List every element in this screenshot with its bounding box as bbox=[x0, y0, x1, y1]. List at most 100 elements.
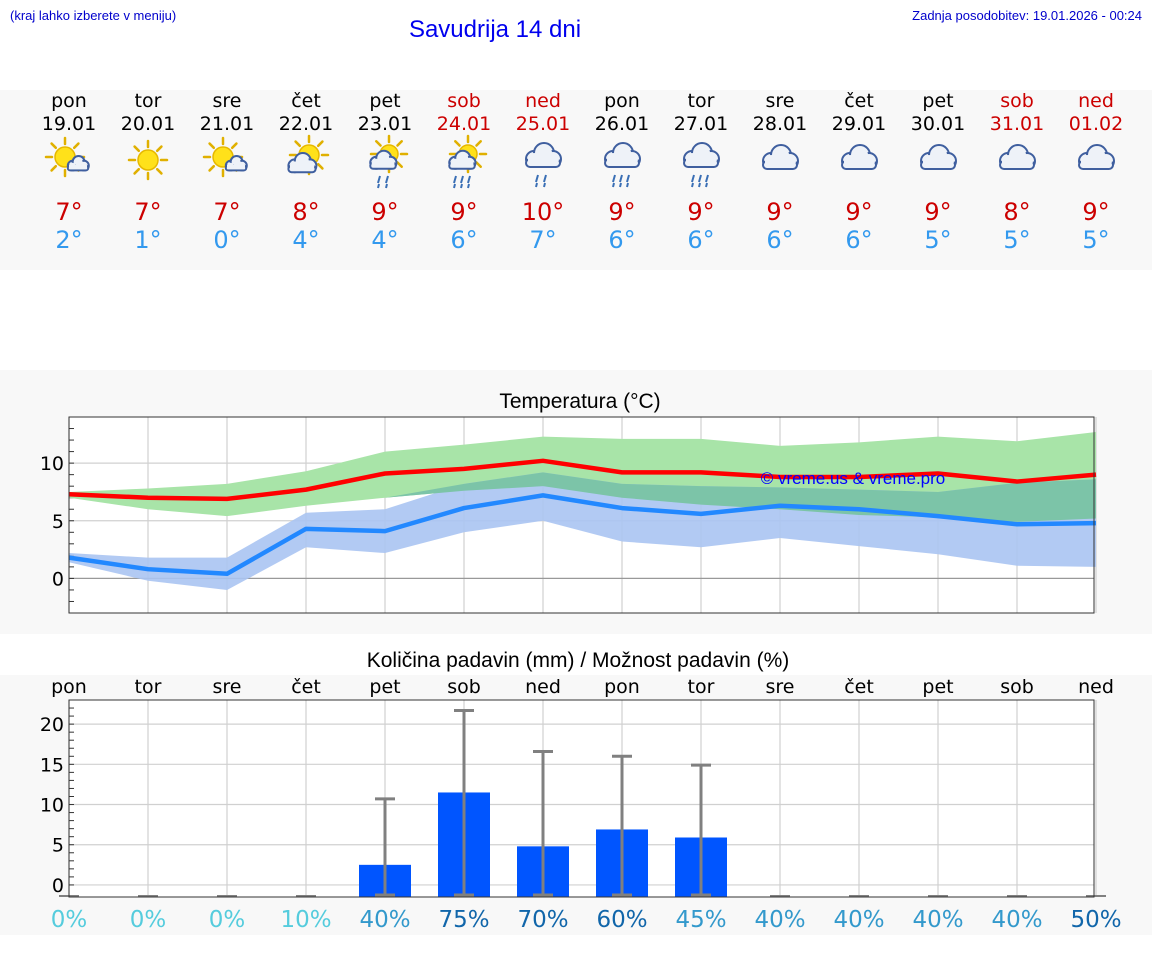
plot-area bbox=[69, 700, 1094, 897]
x-tick-label: tor bbox=[135, 676, 162, 698]
max-temp: 9° bbox=[924, 198, 951, 226]
rain-drop bbox=[619, 174, 623, 183]
cloud-shape bbox=[920, 144, 957, 170]
precip-probability: 40% bbox=[754, 907, 805, 933]
cloud-fill bbox=[74, 158, 83, 166]
day-date: 31.01 bbox=[990, 113, 1044, 135]
day-date: 20.01 bbox=[121, 113, 175, 135]
cloud-fill bbox=[1081, 160, 1111, 167]
sun-ray bbox=[316, 140, 324, 148]
day-date: 28.01 bbox=[753, 113, 807, 135]
x-tick-label: čet bbox=[844, 676, 874, 698]
precip-probability: 60% bbox=[596, 907, 647, 933]
min-temp-line bbox=[68, 493, 1097, 577]
min-temp: 4° bbox=[292, 226, 319, 254]
day-name: pon bbox=[604, 90, 640, 112]
cloud-shape bbox=[604, 142, 641, 168]
rain-drop bbox=[626, 174, 630, 183]
min-temp: 5° bbox=[924, 226, 951, 254]
y-tick-label: 0 bbox=[52, 568, 64, 590]
precip-probability: 40% bbox=[912, 907, 963, 933]
heavy-rain-cloud-icon bbox=[683, 142, 720, 188]
cloud-fill bbox=[378, 152, 390, 164]
precip-probability: 0% bbox=[130, 907, 167, 933]
x-tick-label: sob bbox=[447, 676, 481, 698]
cloud-fill bbox=[607, 158, 637, 165]
cloud-fill bbox=[371, 162, 395, 168]
max-temp: 9° bbox=[1082, 198, 1109, 226]
day-date: 22.01 bbox=[279, 113, 333, 135]
rain-drop bbox=[705, 174, 709, 183]
sun-big-cloud-icon bbox=[287, 134, 330, 176]
precip-probability: 0% bbox=[209, 907, 246, 933]
x-tick-label: pon bbox=[51, 676, 87, 698]
sun-ray bbox=[50, 142, 58, 150]
sun-heavy-rain-icon bbox=[448, 134, 488, 189]
day-date: 26.01 bbox=[595, 113, 649, 135]
y-tick-label: 10 bbox=[40, 453, 64, 475]
chart-title: Količina padavin (mm) / Možnost padavin … bbox=[367, 649, 790, 672]
min-temp: 5° bbox=[1082, 226, 1109, 254]
sun-ray bbox=[316, 162, 324, 170]
x-tick-label: sre bbox=[213, 676, 242, 698]
day-name: čet bbox=[844, 90, 874, 112]
sun-ray bbox=[475, 161, 482, 168]
cloud-shape bbox=[448, 149, 477, 170]
max-temp: 8° bbox=[1003, 198, 1030, 226]
sun-ray bbox=[133, 167, 141, 175]
day-name: sre bbox=[213, 90, 242, 112]
cloud-shape bbox=[224, 155, 248, 172]
page-title: Savudrija 14 dni bbox=[408, 16, 582, 43]
rain-drop bbox=[377, 175, 381, 184]
cloud-shape bbox=[841, 144, 878, 170]
day-date: 21.01 bbox=[200, 113, 254, 135]
max-temp: 9° bbox=[450, 198, 477, 226]
rain-drop bbox=[705, 182, 708, 188]
rain-drop bbox=[626, 182, 629, 188]
cloud-fill bbox=[528, 158, 558, 165]
cloud-icon bbox=[1078, 144, 1115, 170]
day-date: 23.01 bbox=[358, 113, 412, 135]
day-date: 25.01 bbox=[516, 113, 570, 135]
day-date: 29.01 bbox=[832, 113, 886, 135]
cloud-shape bbox=[999, 144, 1036, 170]
sun-ray bbox=[454, 140, 461, 147]
min-temp: 2° bbox=[55, 226, 82, 254]
precip-probability: 40% bbox=[991, 907, 1042, 933]
sun-icon bbox=[127, 139, 169, 181]
sun-ray bbox=[50, 164, 58, 172]
rain-drop bbox=[543, 174, 547, 183]
cloud-shape bbox=[1078, 144, 1115, 170]
rain-drop bbox=[619, 182, 622, 188]
cloud-fill bbox=[1002, 160, 1032, 167]
cloud-fill bbox=[227, 165, 245, 170]
cloud-fill bbox=[686, 158, 716, 165]
day-date: 30.01 bbox=[911, 113, 965, 135]
y-tick-label: 5 bbox=[52, 835, 64, 857]
cloud-shape bbox=[287, 152, 318, 174]
location-menu-hint: (kraj lahko izberete v meniju) bbox=[10, 8, 177, 23]
precip-probability: 70% bbox=[517, 907, 568, 933]
last-updated: Zadnja posodobitev: 19.01.2026 - 00:24 bbox=[912, 8, 1142, 23]
sun-ray bbox=[396, 161, 403, 168]
min-temp: 0° bbox=[213, 226, 240, 254]
rain-drop bbox=[691, 174, 695, 183]
cloud-icon bbox=[920, 144, 957, 170]
rain-drop bbox=[691, 182, 694, 188]
min-temp: 6° bbox=[608, 226, 635, 254]
watermark: © vreme.us & vreme.pro bbox=[761, 469, 945, 488]
max-temp: 9° bbox=[608, 198, 635, 226]
min-temp: 1° bbox=[134, 226, 161, 254]
rain-drop bbox=[453, 175, 457, 184]
cloud-fill bbox=[923, 160, 953, 167]
cloud-shape bbox=[66, 155, 90, 172]
x-tick-label: tor bbox=[688, 676, 715, 698]
rain-drop bbox=[467, 183, 470, 189]
min-temp: 6° bbox=[687, 226, 714, 254]
cloud-icon bbox=[762, 144, 799, 170]
max-temp: 7° bbox=[134, 198, 161, 226]
rain-drop bbox=[385, 175, 389, 184]
